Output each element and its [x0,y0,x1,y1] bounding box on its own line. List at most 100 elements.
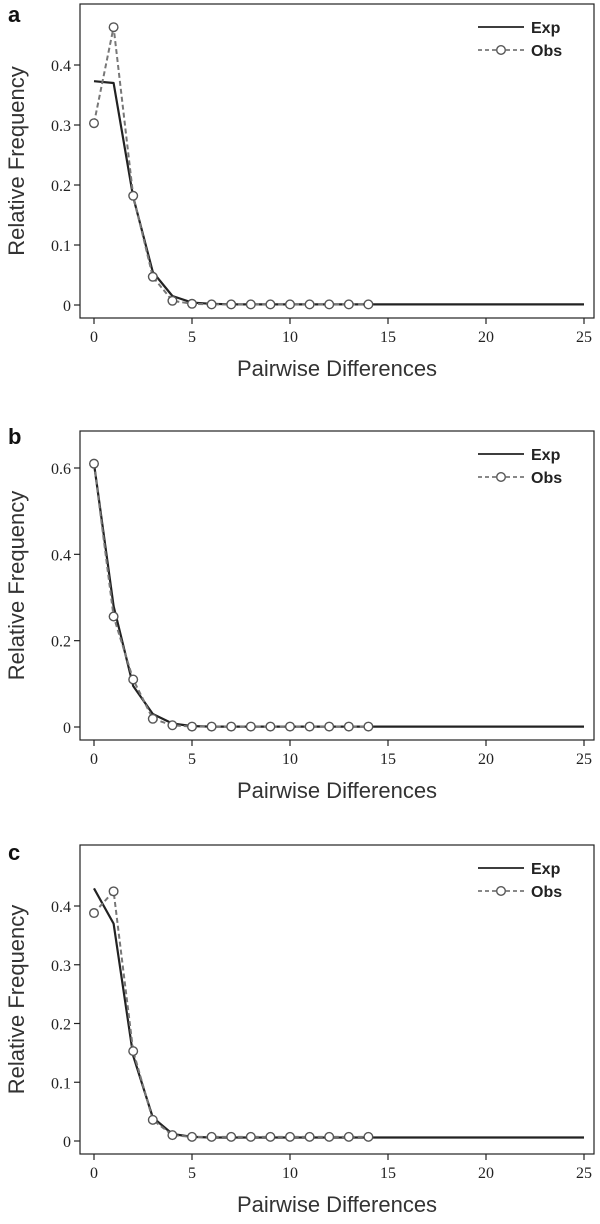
y-tick-label: 0.6 [51,461,71,478]
series-line-obs [93,890,369,1138]
series-point-obs [147,271,158,282]
series-point-obs [363,1131,374,1142]
x-axis-title: Pairwise Differences [237,778,437,803]
panel-label: a [8,2,21,27]
series-line-obs [93,26,369,306]
series-point-obs [343,1131,354,1142]
x-tick-label: 0 [90,1165,98,1182]
y-tick-label: 0.2 [51,1017,71,1034]
x-tick-label: 0 [90,751,98,768]
legend-label-obs: Obs [531,43,562,60]
x-tick-label: 10 [282,751,298,768]
x-tick-label: 15 [380,751,396,768]
x-tick-label: 15 [380,1165,396,1182]
series-point-obs [128,674,139,685]
y-tick-label: 0.1 [51,1075,71,1092]
y-tick-label: 0 [63,298,71,315]
x-tick-label: 25 [576,329,592,346]
series-point-obs [245,1131,256,1142]
x-tick-label: 20 [478,751,494,768]
series-point-obs [245,299,256,310]
legend-label-exp: Exp [531,447,561,464]
x-tick-label: 15 [380,329,396,346]
series-point-obs [108,886,119,897]
series-point-obs [206,1131,217,1142]
series-point-obs [343,299,354,310]
series-point-obs [186,298,197,309]
chart-panel-c: c 0 5 10 15 20 25 0 0.1 0.2 0.3 0.4 Pairwise Differe… [4,840,595,1217]
series-point-obs [206,721,217,732]
series-point-obs [128,1046,139,1057]
legend-label-exp: Exp [531,861,561,878]
x-axis-title: Pairwise Differences [237,1192,437,1217]
series-point-obs [324,1131,335,1142]
series-point-obs [147,1114,158,1125]
series-point-obs [167,1130,178,1141]
series-point-obs [304,299,315,310]
legend-label-exp: Exp [531,20,561,37]
series-point-obs [226,721,237,732]
legend-label-obs: Obs [531,884,562,901]
y-tick-label: 0.3 [51,118,71,135]
series-point-obs [206,299,217,310]
series-point-obs [108,611,119,622]
y-axis-title: Relative Frequency [4,66,29,256]
series-point-obs [108,22,119,33]
series-point-obs [88,458,99,469]
legend: Exp Obs [478,20,562,60]
x-tick-label: 5 [188,751,196,768]
series-point-obs [285,299,296,310]
y-tick-label: 0.4 [51,899,71,916]
x-tick-label: 5 [188,1165,196,1182]
series-point-obs [363,721,374,732]
series-point-obs [226,299,237,310]
x-tick-label: 10 [282,1165,298,1182]
legend: Exp Obs [478,447,562,487]
y-tick-label: 0.2 [51,634,71,651]
series-point-obs [128,190,139,201]
series-line-obs [93,463,369,728]
series-point-obs [285,721,296,732]
x-tick-label: 10 [282,329,298,346]
chart-panel-a: a 0 5 10 15 20 25 0 0.1 0.2 0.3 0.4 Pairwise Differe… [4,2,595,381]
x-tick-label: 25 [576,751,592,768]
series-line-exp [93,887,584,1139]
legend: Exp Obs [478,861,562,901]
series-point-obs [265,299,276,310]
series-point-obs [265,721,276,732]
series-point-obs [88,908,99,919]
x-axis-title: Pairwise Differences [237,356,437,381]
panel-label: c [8,840,20,865]
x-tick-label: 20 [478,1165,494,1182]
series-point-obs [304,1131,315,1142]
plot-frame [79,430,595,741]
y-tick-label: 0.1 [51,238,71,255]
series-point-obs [324,721,335,732]
y-axis-title: Relative Frequency [4,491,29,681]
x-tick-label: 25 [576,1165,592,1182]
y-axis-title: Relative Frequency [4,905,29,1095]
chart-panel-b: b 0 5 10 15 20 25 0 0.2 0.4 0.6 Pairwise Difference… [4,424,595,803]
panel-label: b [8,424,21,449]
series-line-exp [92,463,584,728]
series-point-obs [304,721,315,732]
series-point-obs [324,299,335,310]
legend-label-obs: Obs [531,470,562,487]
x-tick-label: 20 [478,329,494,346]
series-point-obs [343,721,354,732]
series-point-obs [147,713,158,724]
y-tick-label: 0 [63,1134,71,1151]
plot-frame [79,844,595,1155]
series-point-obs [167,295,178,306]
series-point-obs [265,1131,276,1142]
y-tick-label: 0 [63,720,71,737]
series-point-obs [88,118,99,129]
series-point-obs [245,721,256,732]
y-tick-label: 0.4 [51,58,71,75]
y-tick-label: 0.4 [51,547,71,564]
y-tick-label: 0.2 [51,178,71,195]
y-tick-label: 0.3 [51,958,71,975]
series-point-obs [226,1131,237,1142]
legend-marker-obs [496,45,507,56]
